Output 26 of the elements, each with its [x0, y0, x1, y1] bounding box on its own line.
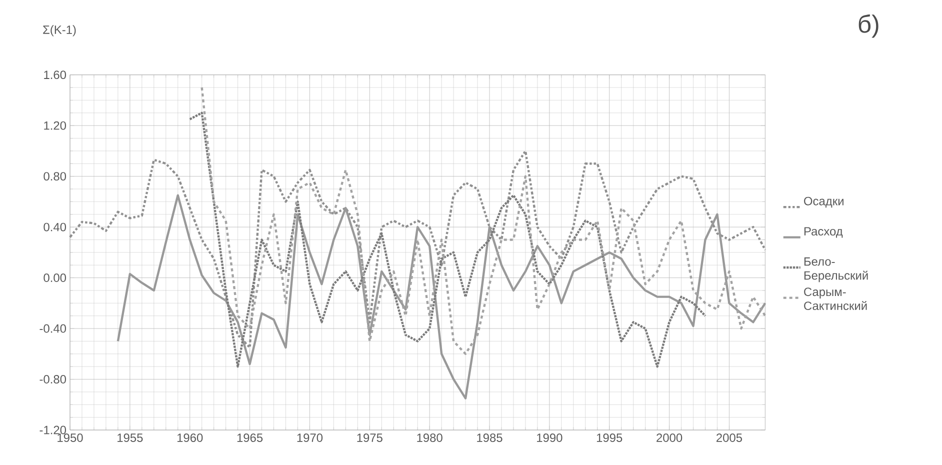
y-tick-label: -1.20: [40, 426, 66, 434]
y-tick-label: 0.00: [44, 274, 66, 282]
x-tick-label: 1970: [297, 434, 323, 442]
x-tick-label: 1995: [596, 434, 622, 442]
y-tick-label: 1.20: [44, 121, 66, 130]
x-tick-label: 2005: [716, 434, 742, 442]
y-tick-label: -0.80: [40, 375, 66, 384]
x-tick-label: 1965: [237, 434, 263, 442]
y-tick-label: 0.40: [44, 222, 66, 232]
y-tick-label: 1.60: [44, 70, 66, 80]
x-tick-label: 1975: [357, 434, 382, 442]
y-tick-label: 0.80: [44, 172, 66, 181]
legend-label: Бело-Берельский: [804, 257, 868, 282]
x-tick-label: 1980: [417, 434, 442, 442]
legend-label: Осадки: [804, 196, 844, 208]
x-tick-label: 2000: [656, 434, 682, 442]
y-axis-title: Σ(K-1): [43, 25, 76, 36]
y-tick-label: -0.40: [40, 324, 66, 333]
legend-label: Сарым-Сактинский: [804, 288, 867, 310]
text: б): [858, 14, 878, 38]
x-tick-label: 1990: [537, 434, 562, 442]
legend-label: Расход: [804, 227, 843, 238]
x-tick-label: 1955: [118, 434, 143, 442]
x-tick-label: 1950: [58, 434, 83, 442]
x-tick-label: 1985: [477, 434, 502, 442]
x-tick-label: 1960: [177, 434, 203, 442]
